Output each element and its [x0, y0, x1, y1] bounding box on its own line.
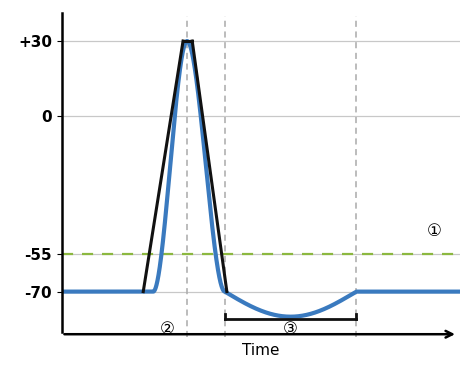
Text: ③: ③: [283, 320, 298, 338]
Text: ②: ②: [160, 320, 174, 338]
Text: ①: ①: [427, 223, 441, 241]
Text: Time: Time: [242, 343, 280, 358]
